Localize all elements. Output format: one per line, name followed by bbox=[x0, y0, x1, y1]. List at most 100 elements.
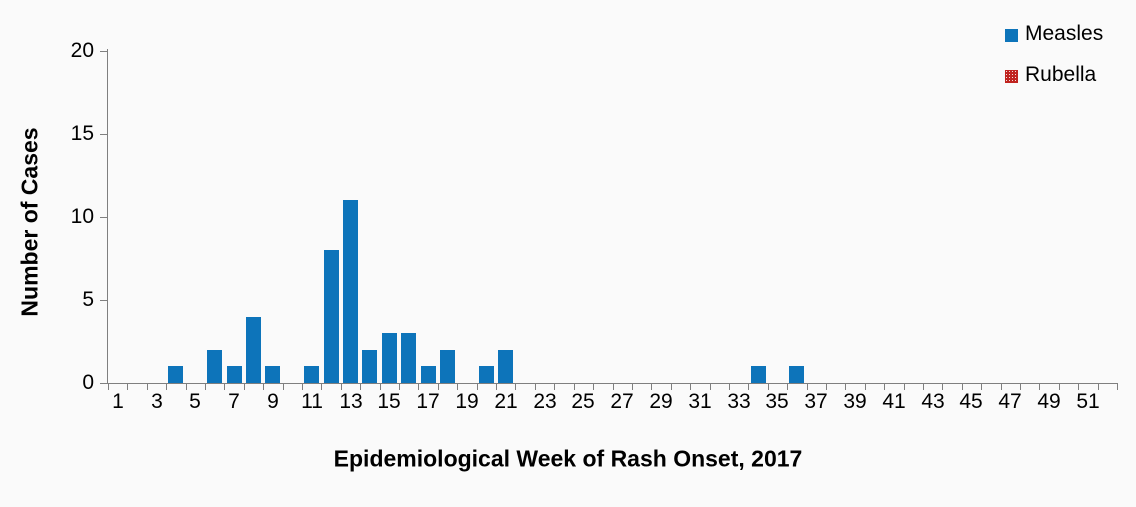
x-axis-title: Epidemiological Week of Rash Onset, 2017 bbox=[333, 445, 803, 472]
x-tick-label: 11 bbox=[301, 390, 323, 413]
x-tick bbox=[962, 384, 963, 390]
x-tick-label: 39 bbox=[843, 390, 867, 413]
measles-swatch-icon bbox=[1005, 28, 1018, 42]
x-tick bbox=[147, 384, 148, 390]
x-tick bbox=[244, 384, 245, 390]
x-tick bbox=[205, 384, 206, 390]
x-tick bbox=[632, 384, 633, 390]
x-tick bbox=[865, 384, 866, 390]
x-tick bbox=[826, 384, 827, 390]
y-tick-label: 20 bbox=[70, 39, 94, 62]
y-tick bbox=[100, 217, 107, 218]
x-tick bbox=[283, 384, 284, 390]
x-tick-label: 49 bbox=[1037, 390, 1061, 413]
x-tick bbox=[321, 384, 322, 390]
y-tick bbox=[100, 134, 107, 135]
measles-bar-week-18 bbox=[440, 350, 455, 383]
measles-bar-week-21 bbox=[498, 350, 513, 383]
x-tick bbox=[477, 384, 478, 390]
y-tick-label: 0 bbox=[82, 371, 94, 394]
y-tick-label: 15 bbox=[70, 122, 94, 145]
legend-item-measles: Measles bbox=[1005, 22, 1103, 46]
x-tick bbox=[1098, 384, 1099, 390]
x-tick bbox=[399, 384, 400, 390]
x-tick-label: 5 bbox=[189, 390, 201, 413]
x-tick bbox=[108, 384, 109, 390]
x-tick-label: 41 bbox=[882, 390, 906, 413]
y-axis-line bbox=[107, 49, 108, 384]
x-tick-label: 3 bbox=[151, 390, 163, 413]
x-tick bbox=[710, 384, 711, 390]
x-tick-label: 19 bbox=[455, 390, 479, 413]
x-tick-label: 51 bbox=[1076, 390, 1100, 413]
x-tick-label: 21 bbox=[494, 390, 518, 413]
rubella-swatch-icon bbox=[1005, 69, 1018, 83]
x-tick bbox=[942, 384, 943, 390]
x-tick bbox=[186, 384, 187, 390]
legend-label-rubella: Rubella bbox=[1025, 63, 1097, 86]
x-tick-label: 45 bbox=[959, 390, 983, 413]
y-tick bbox=[100, 300, 107, 301]
x-tick bbox=[438, 384, 439, 390]
x-tick bbox=[127, 384, 128, 390]
x-tick bbox=[690, 384, 691, 390]
x-tick-label: 23 bbox=[533, 390, 557, 413]
y-tick bbox=[100, 383, 107, 384]
x-tick bbox=[904, 384, 905, 390]
x-tick bbox=[574, 384, 575, 390]
x-tick bbox=[224, 384, 225, 390]
measles-bar-week-17 bbox=[421, 366, 436, 383]
x-tick bbox=[418, 384, 419, 390]
y-tick-label: 10 bbox=[70, 205, 94, 228]
x-tick bbox=[263, 384, 264, 390]
x-tick-label: 27 bbox=[610, 390, 634, 413]
x-tick-label: 35 bbox=[765, 390, 789, 413]
x-tick bbox=[981, 384, 982, 390]
x-tick-label: 31 bbox=[688, 390, 712, 413]
legend: Measles Rubella bbox=[1005, 22, 1103, 87]
x-tick-label: 47 bbox=[998, 390, 1022, 413]
x-tick-label: 37 bbox=[804, 390, 828, 413]
measles-bar-week-7 bbox=[227, 366, 242, 383]
x-tick bbox=[1020, 384, 1021, 390]
x-tick bbox=[341, 384, 342, 390]
x-axis-line bbox=[107, 383, 1118, 384]
x-tick bbox=[1039, 384, 1040, 390]
x-tick bbox=[729, 384, 730, 390]
x-tick-label: 29 bbox=[649, 390, 673, 413]
measles-bar-week-16 bbox=[401, 333, 416, 383]
x-tick bbox=[496, 384, 497, 390]
x-tick-label: 13 bbox=[339, 390, 363, 413]
x-tick bbox=[360, 384, 361, 390]
x-tick bbox=[651, 384, 652, 390]
measles-bar-week-36 bbox=[789, 366, 804, 383]
y-tick-label: 5 bbox=[82, 288, 94, 311]
x-tick bbox=[515, 384, 516, 390]
x-tick bbox=[554, 384, 555, 390]
x-tick bbox=[787, 384, 788, 390]
x-tick bbox=[671, 384, 672, 390]
x-tick bbox=[1059, 384, 1060, 390]
measles-bar-week-8 bbox=[246, 317, 261, 383]
x-tick-label: 9 bbox=[267, 390, 279, 413]
x-tick bbox=[807, 384, 808, 390]
x-tick bbox=[380, 384, 381, 390]
x-tick-label: 25 bbox=[571, 390, 595, 413]
x-tick-label: 43 bbox=[921, 390, 945, 413]
x-tick-label: 17 bbox=[416, 390, 440, 413]
x-tick bbox=[845, 384, 846, 390]
measles-bar-week-11 bbox=[304, 366, 319, 383]
measles-bar-week-9 bbox=[265, 366, 280, 383]
x-tick-label: 15 bbox=[377, 390, 401, 413]
measles-bar-week-20 bbox=[479, 366, 494, 383]
measles-bar-week-13 bbox=[343, 200, 358, 383]
measles-bar-week-6 bbox=[207, 350, 222, 383]
x-tick bbox=[884, 384, 885, 390]
y-tick bbox=[100, 51, 107, 52]
x-tick bbox=[302, 384, 303, 390]
x-tick bbox=[768, 384, 769, 390]
x-tick bbox=[166, 384, 167, 390]
measles-bar-week-12 bbox=[324, 250, 339, 383]
x-tick bbox=[457, 384, 458, 390]
